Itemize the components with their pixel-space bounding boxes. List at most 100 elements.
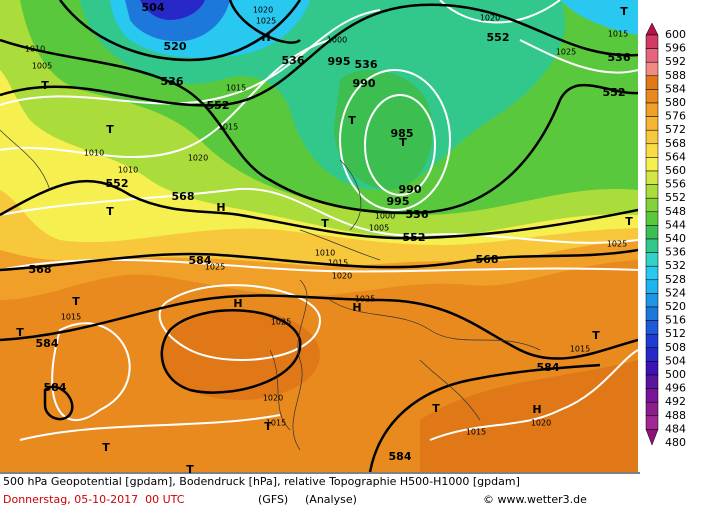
map — [0, 0, 638, 472]
isobar-label: 1010 — [315, 249, 335, 258]
colorbar-label: 576 — [665, 110, 686, 123]
contour-label: T — [399, 136, 407, 149]
colorbar-label: 508 — [665, 341, 686, 354]
contour-label: T — [321, 217, 329, 230]
coastlines — [0, 129, 541, 451]
contour-label: 995 — [328, 55, 351, 68]
colorbar-cell — [645, 374, 659, 389]
colorbar-cell — [645, 211, 659, 226]
contour-label: H — [261, 31, 270, 44]
contour-label: 504 — [142, 1, 165, 14]
isobar-label: 1020 — [332, 272, 352, 281]
isobar-label: 1020 — [188, 154, 208, 163]
colorbar-label: 572 — [665, 123, 686, 136]
contour-label: T — [264, 420, 272, 433]
contour-label: H — [233, 297, 242, 310]
isobar-label: 1025 — [271, 318, 291, 327]
contour-label: 584 — [36, 337, 59, 350]
contour-label: 568 — [29, 263, 52, 276]
colorbar-label: 552 — [665, 191, 686, 204]
colorbar-cell — [645, 197, 659, 213]
isobar-label: 1015 — [608, 30, 628, 39]
contour-label: T — [106, 205, 114, 218]
contour-label: T — [592, 329, 600, 342]
colorbar-cell — [645, 129, 659, 145]
colorbar-cell — [645, 48, 659, 63]
contour-label: H — [216, 201, 225, 214]
footer-run: (Analyse) — [305, 493, 357, 506]
colorbar-cell — [645, 225, 659, 240]
colorbar-cell — [645, 75, 659, 90]
isobar-label: 1015 — [218, 123, 238, 132]
colorbar-label: 524 — [665, 286, 686, 299]
colorbar-label: 516 — [665, 314, 686, 327]
contour-label: 552 — [487, 31, 510, 44]
footer-model: (GFS) — [258, 493, 288, 506]
colorbar-label: 496 — [665, 382, 686, 395]
contour-label: T — [102, 441, 110, 454]
isobar-label: 1000 — [375, 212, 395, 221]
contour-label: H — [532, 403, 541, 416]
contour-label: 985 — [391, 127, 414, 140]
colorbar-cell — [645, 157, 659, 172]
colorbar-label: 564 — [665, 150, 686, 163]
contour-label: 568 — [476, 253, 499, 266]
colorbar-label: 520 — [665, 300, 686, 313]
colorbar-label: 488 — [665, 409, 686, 422]
colorbar-label: 568 — [665, 137, 686, 150]
contour-label: T — [72, 295, 80, 308]
colorbar-cell — [645, 347, 659, 362]
colorbar-label: 492 — [665, 395, 686, 408]
colorbar-label: 548 — [665, 205, 686, 218]
colorbar-label: 512 — [665, 327, 686, 340]
colorbar-label: 588 — [665, 69, 686, 82]
isobar-label: 1020 — [531, 419, 551, 428]
colorbar-cell — [645, 333, 659, 349]
colorbar-cell — [645, 61, 659, 77]
isobar-label: 1000 — [327, 36, 347, 45]
isobar-label: 1010 — [84, 149, 104, 158]
colorbar-cell — [645, 102, 659, 117]
contour-label: T — [348, 114, 356, 127]
contour-label: 552 — [106, 177, 129, 190]
colorbar-cell — [645, 401, 659, 417]
colorbar-cell — [645, 306, 659, 321]
colorbar-cell — [645, 415, 659, 430]
isobar-label: 1005 — [32, 62, 52, 71]
isobar-label: 1015 — [466, 428, 486, 437]
isobar-label: 1025 — [355, 295, 375, 304]
isobar-label: 1010 — [118, 166, 138, 175]
colorbar-cell — [645, 252, 659, 267]
isobar-label: 1015 — [226, 84, 246, 93]
contour-label: 536 — [355, 58, 378, 71]
contour-label: 584 — [389, 450, 412, 463]
isobar-label: 1025 — [556, 48, 576, 57]
contour-label: 552 — [403, 231, 426, 244]
contour-label: 536 — [406, 208, 429, 221]
colorbar-label: 500 — [665, 368, 686, 381]
footer-source: © www.wetter3.de — [483, 493, 587, 506]
colorbar-cell — [645, 238, 659, 253]
contour-label: 995 — [387, 195, 410, 208]
colorbar-cell — [645, 265, 659, 281]
contour-label: T — [186, 463, 194, 476]
colorbar-label: 528 — [665, 273, 686, 286]
isobar-label: 1015 — [266, 419, 286, 428]
isobar-label: 1015 — [570, 345, 590, 354]
colorbar-cell — [645, 320, 659, 335]
contour-label: T — [16, 326, 24, 339]
colorbar-cell — [645, 293, 659, 308]
contour-label: H — [352, 301, 361, 314]
colorbar-label: 556 — [665, 178, 686, 191]
contour-label: 584 — [189, 254, 212, 267]
colorbar-label: 532 — [665, 259, 686, 272]
colorbar-label: 540 — [665, 232, 686, 245]
contour-label: 536 — [282, 54, 305, 67]
colorbar-cell — [645, 34, 659, 49]
contour-label: 568 — [172, 190, 195, 203]
isobar-label: 1005 — [369, 224, 389, 233]
contour-label: 536 — [161, 75, 184, 88]
colorbar-cell — [645, 388, 659, 403]
colorbar: 6005965925885845805765725685645605565525… — [645, 22, 686, 449]
